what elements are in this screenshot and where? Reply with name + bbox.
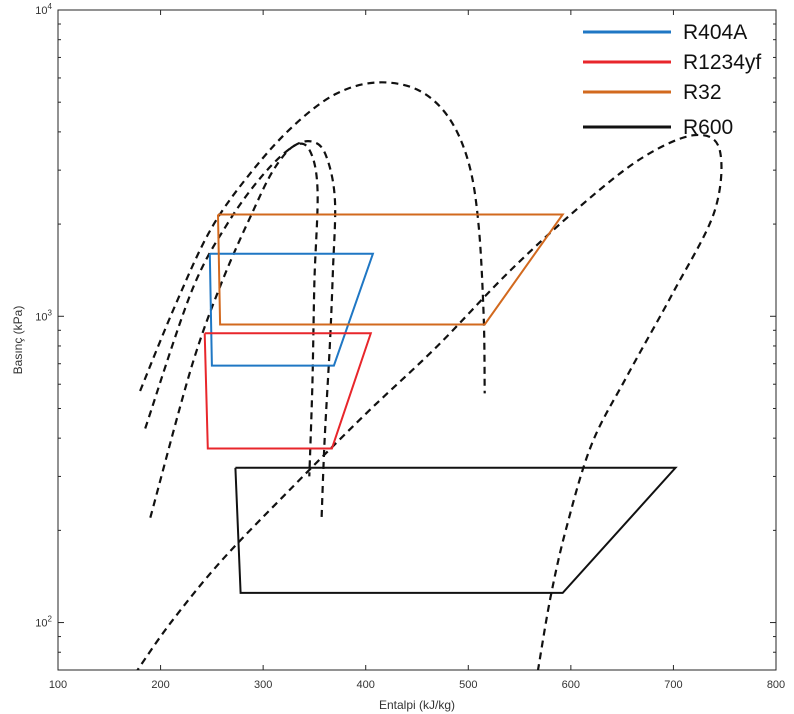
x-tick-label: 700 bbox=[664, 679, 682, 691]
x-tick-label: 800 bbox=[767, 679, 785, 691]
saturation-dome-4 bbox=[136, 133, 723, 670]
x-tick-label: 100 bbox=[49, 679, 67, 691]
y-tick-label: 102 bbox=[35, 615, 52, 630]
axis-ticks: 100 200 300 400 500 600 700 800 102 103 104 bbox=[35, 2, 785, 691]
x-tick-label: 200 bbox=[151, 679, 169, 691]
saturation-dome-1 bbox=[144, 140, 337, 518]
saturation-dome-2 bbox=[149, 142, 319, 518]
series-r32-cycle bbox=[217, 213, 565, 326]
legend: R404A R1234yf R32 R600 bbox=[583, 21, 761, 139]
series-r1234yf-cycle bbox=[203, 332, 373, 450]
y-axis-label: Basınç (kPa) bbox=[11, 306, 25, 375]
legend-label-r600: R600 bbox=[683, 116, 733, 139]
saturation-domes bbox=[136, 81, 723, 670]
plot-area bbox=[57, 9, 777, 671]
legend-label-r32: R32 bbox=[683, 81, 722, 104]
cycle-series bbox=[203, 213, 678, 594]
x-axis-label: Entalpi (kJ/kg) bbox=[379, 698, 455, 712]
x-tick-label: 400 bbox=[357, 679, 375, 691]
legend-label-r404a: R404A bbox=[683, 21, 747, 44]
saturation-dome-3 bbox=[139, 81, 486, 394]
series-r404a-cycle bbox=[208, 252, 375, 367]
y-tick-label: 104 bbox=[35, 2, 52, 17]
legend-label-r1234yf: R1234yf bbox=[683, 51, 761, 74]
y-tick-label: 103 bbox=[35, 308, 52, 323]
x-tick-label: 500 bbox=[459, 679, 477, 691]
series-r600-cycle bbox=[234, 466, 678, 594]
x-tick-label: 300 bbox=[254, 679, 272, 691]
x-tick-label: 600 bbox=[562, 679, 580, 691]
